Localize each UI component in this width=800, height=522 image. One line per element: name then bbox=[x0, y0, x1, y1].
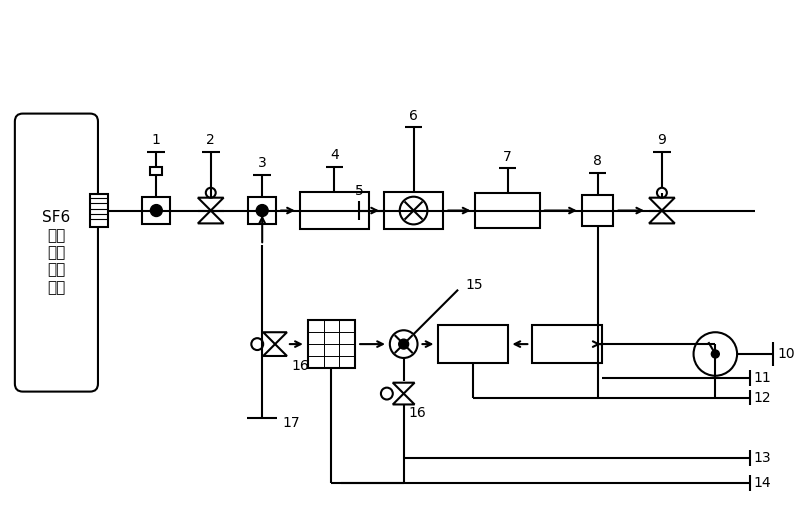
Bar bbox=[582, 195, 614, 227]
Circle shape bbox=[694, 332, 737, 376]
Circle shape bbox=[398, 339, 409, 349]
Text: 9: 9 bbox=[658, 133, 666, 147]
Text: 4: 4 bbox=[330, 148, 338, 162]
Text: 3: 3 bbox=[258, 156, 266, 170]
Text: 12: 12 bbox=[754, 390, 771, 405]
Circle shape bbox=[400, 197, 427, 224]
Text: 17: 17 bbox=[282, 416, 300, 430]
Polygon shape bbox=[393, 383, 414, 394]
Polygon shape bbox=[649, 210, 674, 223]
Text: 10: 10 bbox=[778, 347, 795, 361]
Bar bbox=[300, 192, 369, 229]
Bar bbox=[532, 325, 602, 363]
Circle shape bbox=[711, 350, 719, 358]
Text: 14: 14 bbox=[754, 476, 771, 490]
Circle shape bbox=[206, 188, 216, 198]
Bar bbox=[308, 321, 355, 368]
Polygon shape bbox=[263, 332, 287, 344]
Polygon shape bbox=[198, 198, 224, 210]
Bar bbox=[248, 197, 276, 224]
Bar bbox=[384, 192, 443, 229]
Bar bbox=[438, 325, 507, 363]
Bar bbox=[142, 197, 170, 224]
Text: 2: 2 bbox=[206, 133, 215, 147]
Bar bbox=[90, 194, 108, 228]
Polygon shape bbox=[393, 394, 414, 405]
Circle shape bbox=[256, 205, 268, 217]
Circle shape bbox=[150, 205, 162, 217]
FancyBboxPatch shape bbox=[15, 114, 98, 392]
Text: 6: 6 bbox=[409, 109, 418, 123]
Text: 1: 1 bbox=[152, 133, 161, 147]
Circle shape bbox=[657, 188, 667, 198]
Text: SF6
充气
式电
流互
感器: SF6 充气 式电 流互 感器 bbox=[42, 210, 70, 295]
Text: 13: 13 bbox=[754, 451, 771, 465]
Circle shape bbox=[381, 388, 393, 399]
Polygon shape bbox=[263, 344, 287, 356]
Polygon shape bbox=[198, 210, 224, 223]
Text: 5: 5 bbox=[354, 184, 363, 198]
Circle shape bbox=[390, 330, 418, 358]
Text: 7: 7 bbox=[503, 150, 512, 163]
Text: 8: 8 bbox=[593, 154, 602, 168]
Text: 16: 16 bbox=[409, 406, 426, 420]
Text: 16: 16 bbox=[292, 359, 310, 373]
Text: 11: 11 bbox=[754, 371, 772, 385]
Text: 15: 15 bbox=[465, 278, 482, 292]
Polygon shape bbox=[649, 198, 674, 210]
Bar bbox=[150, 167, 162, 175]
Circle shape bbox=[251, 338, 263, 350]
Bar bbox=[475, 193, 540, 228]
